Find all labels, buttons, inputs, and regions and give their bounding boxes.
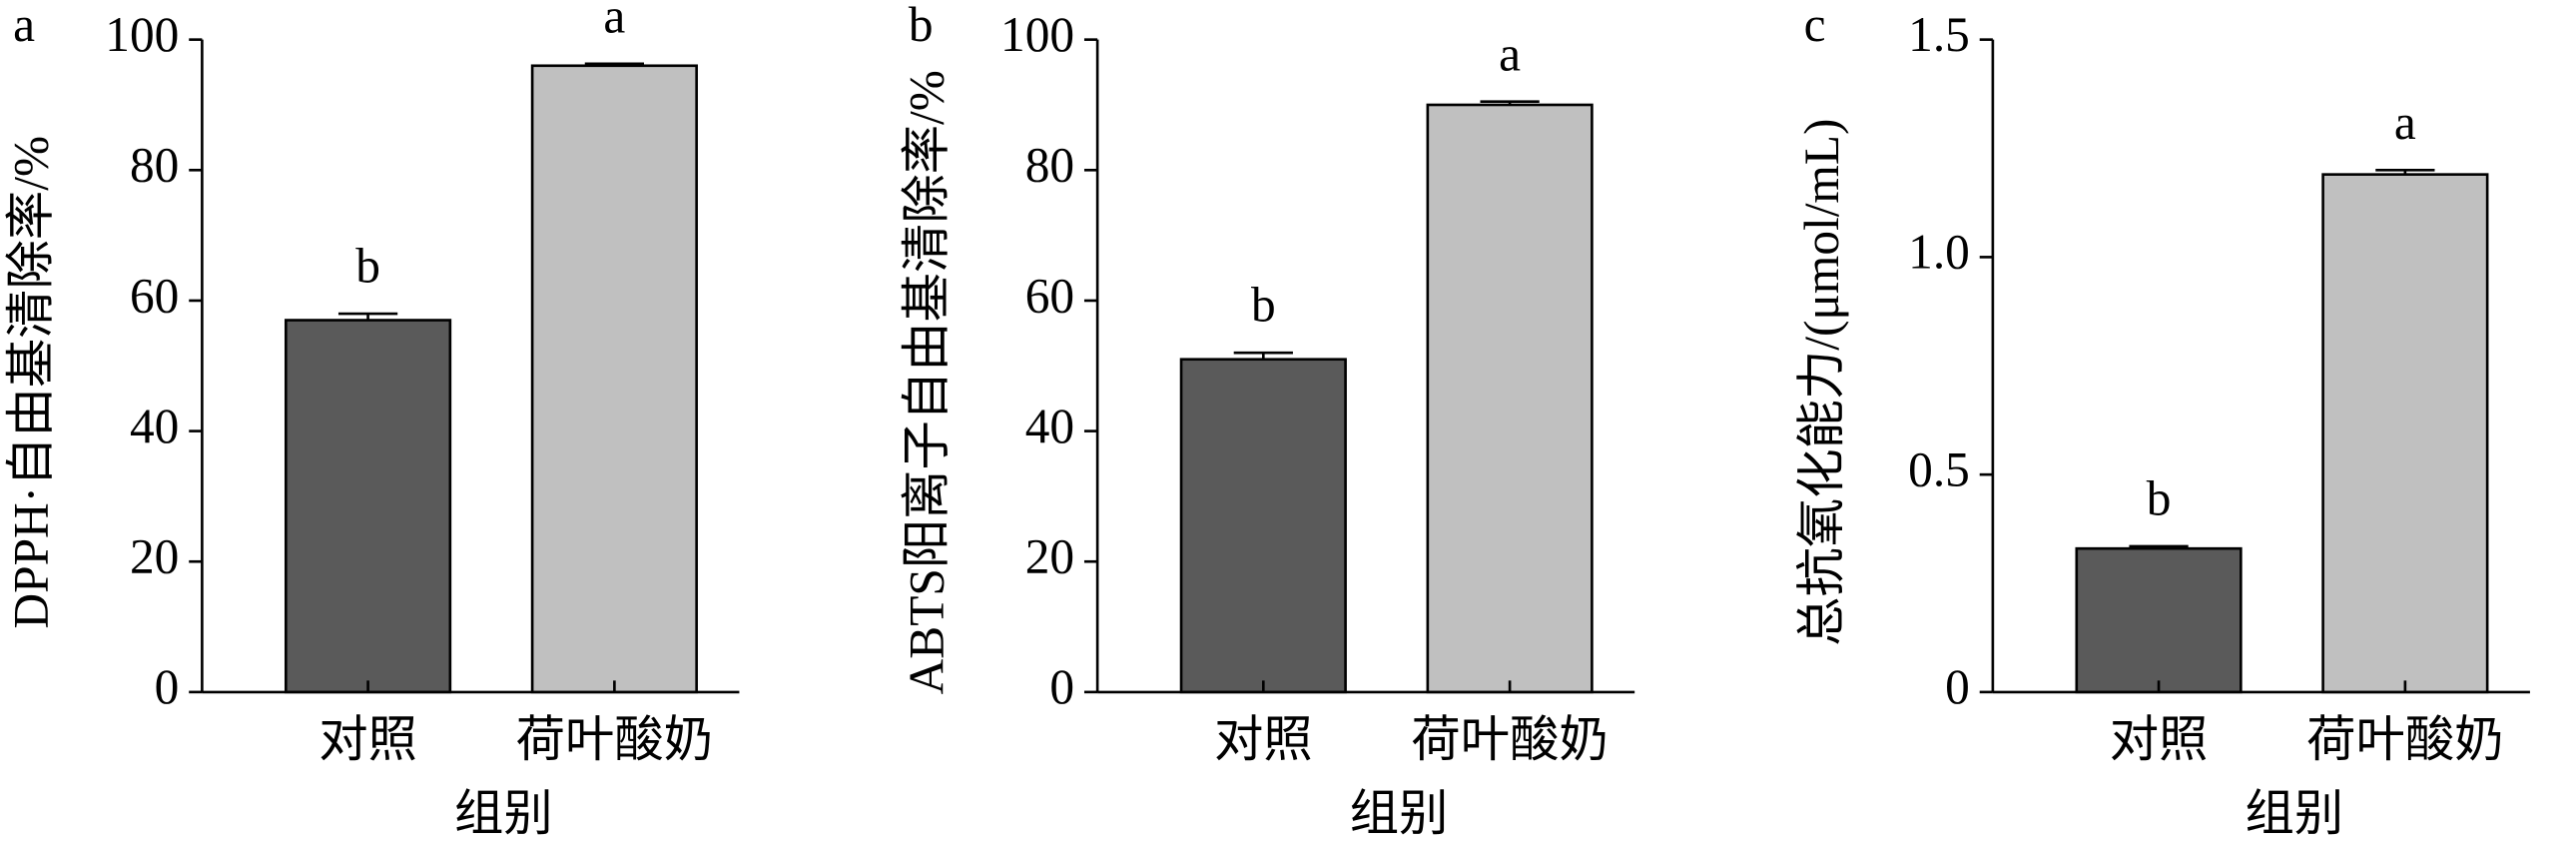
panel: a DPPH·自由基清除率/% 组别 0 20 40 60 80 100 b 对照 a 荷叶酸奶 bbox=[4, 0, 740, 841]
x-tick-label: 对照 bbox=[319, 712, 417, 767]
panel: b ABTS阳离子自由基清除率/% 组别 0 20 40 60 80 100 b 对照 a 荷叶酸奶 bbox=[899, 0, 1635, 841]
y-tick-label: 80 bbox=[1025, 138, 1074, 193]
significance-label: b bbox=[355, 239, 380, 294]
y-axis-label: 总抗氧化能力/(μmol/mL) bbox=[1794, 119, 1849, 646]
y-tick-label: 1.0 bbox=[1908, 225, 1970, 280]
y-tick-label: 20 bbox=[130, 529, 179, 584]
significance-label: b bbox=[1251, 278, 1276, 333]
bar bbox=[2321, 173, 2489, 694]
error-bar bbox=[337, 312, 398, 321]
y-tick-label: 40 bbox=[130, 399, 179, 453]
y-tick-label: 0 bbox=[1945, 659, 1970, 714]
x-tick-label: 荷叶酸奶 bbox=[2306, 712, 2503, 767]
panel: c 总抗氧化能力/(μmol/mL) 组别 0 0.5 1.0 1.5 b 对照 a 荷叶酸奶 bbox=[1794, 0, 2530, 841]
x-tick-label: 荷叶酸奶 bbox=[516, 712, 713, 767]
y-tick-label: 1.5 bbox=[1908, 7, 1970, 62]
y-axis-label: ABTS阳离子自由基清除率/% bbox=[899, 70, 954, 694]
panel-label: b bbox=[909, 0, 934, 52]
y-tick-label: 0 bbox=[1049, 659, 1074, 714]
bar bbox=[1179, 358, 1347, 694]
error-bar bbox=[2129, 544, 2189, 549]
error-bar bbox=[2375, 168, 2435, 175]
y-tick-label: 0 bbox=[155, 659, 180, 714]
y-axis-label: DPPH·自由基清除率/% bbox=[4, 136, 59, 629]
significance-label: a bbox=[1499, 26, 1521, 81]
significance-label: b bbox=[2147, 471, 2172, 526]
x-tick-label: 荷叶酸奶 bbox=[1411, 712, 1608, 767]
y-tick-label: 80 bbox=[130, 138, 179, 193]
error-bar bbox=[1233, 351, 1293, 360]
panel-label: c bbox=[1804, 0, 1826, 52]
error-bar bbox=[1480, 100, 1540, 105]
bar bbox=[530, 64, 698, 694]
y-tick-label: 40 bbox=[1025, 399, 1074, 453]
panel-label: a bbox=[13, 0, 35, 52]
bar bbox=[2075, 546, 2243, 694]
x-tick-label: 对照 bbox=[2110, 712, 2209, 767]
x-tick-label: 对照 bbox=[1214, 712, 1313, 767]
significance-label: a bbox=[603, 0, 625, 43]
y-tick-label: 100 bbox=[1000, 7, 1074, 62]
y-tick-label: 0.5 bbox=[1908, 441, 1970, 496]
y-tick-label: 20 bbox=[1025, 529, 1074, 584]
error-bar bbox=[584, 62, 644, 66]
y-tick-label: 100 bbox=[105, 7, 179, 62]
y-tick-label: 60 bbox=[1025, 268, 1074, 323]
x-axis-label: 组别 bbox=[2245, 786, 2343, 841]
bar bbox=[1426, 103, 1594, 694]
x-axis-label: 组别 bbox=[454, 786, 553, 841]
x-axis-label: 组别 bbox=[1350, 786, 1449, 841]
y-tick-label: 60 bbox=[130, 268, 179, 323]
bar bbox=[284, 319, 452, 694]
significance-label: a bbox=[2394, 95, 2416, 150]
